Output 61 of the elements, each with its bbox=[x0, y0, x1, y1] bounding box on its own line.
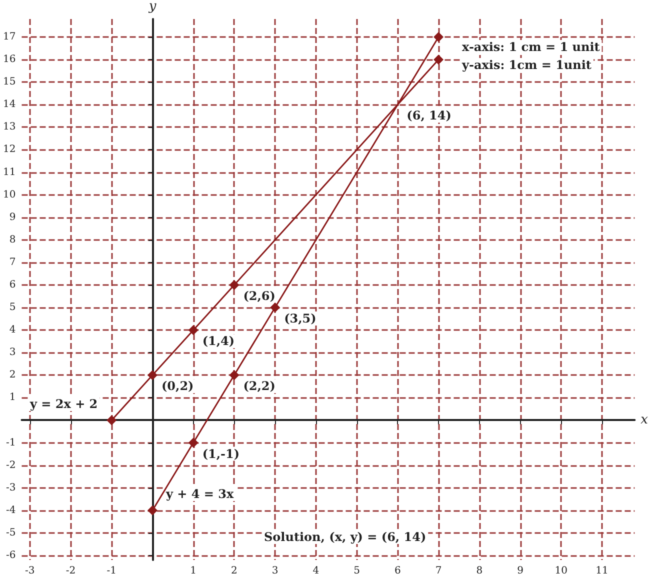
annotation: Solution, (x, y) = (6, 14) bbox=[264, 530, 426, 544]
x-tick-label: 9 bbox=[517, 566, 524, 576]
y-tick-label: 4 bbox=[9, 324, 16, 336]
y-tick-label: 13 bbox=[2, 122, 16, 133]
point bbox=[147, 370, 158, 380]
y-tick-label: 6 bbox=[9, 279, 16, 290]
x-tick-label: 8 bbox=[476, 566, 483, 576]
y-tick-label: 7 bbox=[9, 256, 16, 268]
annotation: (3,5) bbox=[284, 312, 316, 326]
annotation: (0,2) bbox=[161, 379, 194, 394]
x-tick-label: 6 bbox=[394, 566, 401, 576]
y-tick-label: 9 bbox=[9, 212, 16, 223]
x-tick-label: 2 bbox=[231, 566, 238, 576]
y-axis-title: y bbox=[148, 0, 157, 14]
y-tick-label: -1 bbox=[6, 437, 16, 448]
x-tick-label: 1 bbox=[190, 566, 197, 576]
y-tick-label: 1 bbox=[9, 392, 16, 404]
y-tick-label: 12 bbox=[2, 144, 16, 156]
annotation: (2,2) bbox=[243, 379, 276, 394]
annotation: (2,6) bbox=[243, 288, 276, 303]
y-tick-label: 16 bbox=[2, 54, 16, 66]
x-tick-label: -2 bbox=[66, 566, 76, 576]
point bbox=[188, 438, 198, 448]
x-tick-label: 11 bbox=[596, 566, 608, 576]
annotation: y = 2x + 2 bbox=[29, 397, 98, 411]
annotation: y + 4 = 3x bbox=[165, 487, 234, 501]
y-tick-label: -5 bbox=[6, 527, 16, 538]
point bbox=[229, 280, 240, 290]
x-tick-label: 7 bbox=[435, 566, 442, 576]
y-tick-label: -4 bbox=[6, 504, 16, 516]
y-tick-label: 14 bbox=[2, 99, 16, 110]
point bbox=[434, 32, 444, 42]
point bbox=[229, 370, 240, 380]
x-tick-label: -1 bbox=[106, 566, 116, 576]
x-tick-label: 5 bbox=[354, 566, 360, 576]
point bbox=[106, 415, 117, 426]
y-tick-label: 15 bbox=[2, 76, 16, 88]
y-tick-label: 8 bbox=[9, 234, 16, 246]
y-tick-label: 5 bbox=[9, 302, 16, 314]
y-tick-label: -2 bbox=[6, 460, 16, 471]
y-tick-label: 3 bbox=[9, 347, 16, 358]
annotation: x-axis: 1 cm = 1 unit bbox=[462, 40, 600, 54]
annotation: (1,4) bbox=[202, 334, 235, 348]
x-tick-label: 10 bbox=[554, 566, 568, 576]
y-tick-label: -3 bbox=[6, 482, 16, 494]
point bbox=[188, 325, 198, 336]
x-axis-title: x bbox=[640, 412, 649, 428]
y-tick-label: 17 bbox=[2, 32, 16, 43]
annotation: y-axis: 1cm = 1unit bbox=[461, 58, 592, 72]
annotation: (6, 14) bbox=[406, 108, 452, 123]
point bbox=[147, 505, 158, 516]
x-tick-label: 3 bbox=[272, 566, 278, 576]
point bbox=[270, 302, 280, 313]
annotation: (1,-1) bbox=[202, 446, 240, 461]
y-tick-label: 2 bbox=[9, 370, 16, 381]
y-tick-label: 11 bbox=[2, 166, 16, 178]
point bbox=[434, 54, 444, 65]
x-tick-label: 4 bbox=[312, 566, 320, 576]
x-tick-label: -3 bbox=[25, 566, 35, 576]
y-tick-label: -6 bbox=[6, 550, 16, 561]
y-tick-label: 10 bbox=[2, 189, 16, 200]
